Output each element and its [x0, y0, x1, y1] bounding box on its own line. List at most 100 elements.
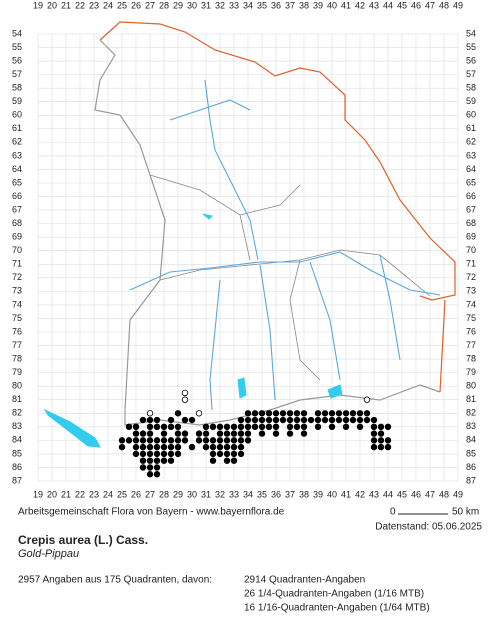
record-dot [300, 430, 308, 437]
row-label: 75 [466, 313, 476, 323]
record-dot [216, 437, 224, 444]
column-label: 29 [173, 0, 183, 10]
record-dot [160, 430, 168, 437]
record-dot [342, 416, 350, 424]
record-dot [146, 430, 154, 437]
row-label: 71 [12, 259, 22, 269]
row-label: 61 [12, 123, 22, 133]
row-label: 86 [466, 462, 476, 472]
column-label: 31 [201, 0, 211, 10]
column-label: 48 [439, 489, 449, 499]
row-label: 83 [12, 421, 22, 431]
row-label: 59 [12, 96, 22, 106]
record-dot [377, 430, 385, 437]
row-label: 66 [466, 191, 476, 201]
column-label: 33 [229, 0, 239, 10]
row-label: 73 [466, 286, 476, 296]
record-dot [335, 416, 343, 424]
record-dot [251, 410, 259, 417]
record-dot [328, 410, 336, 417]
record-dot [244, 410, 252, 417]
row-label: 76 [12, 326, 22, 336]
row-label: 85 [466, 448, 476, 458]
column-label: 34 [243, 489, 253, 499]
record-dot [363, 416, 371, 424]
row-label: 79 [466, 367, 476, 377]
record-dot [293, 416, 301, 424]
scale-start: 0 [390, 507, 396, 518]
column-label: 20 [47, 489, 57, 499]
record-dot [167, 457, 175, 464]
column-label: 44 [383, 489, 393, 499]
column-label: 35 [257, 489, 267, 499]
column-label: 35 [257, 0, 267, 10]
record-dot [202, 443, 210, 451]
record-dot [237, 450, 245, 458]
row-label: 63 [466, 150, 476, 160]
column-label: 42 [355, 0, 365, 10]
column-label: 40 [327, 489, 337, 499]
column-label: 21 [61, 489, 71, 499]
column-label: 24 [103, 0, 113, 10]
column-label: 22 [75, 0, 85, 10]
row-label: 69 [12, 232, 22, 242]
row-label: 70 [12, 245, 22, 255]
row-label: 74 [466, 299, 476, 309]
record-dot [370, 437, 378, 444]
column-label: 43 [369, 0, 379, 10]
row-label: 71 [466, 259, 476, 269]
lake-constance [43, 408, 101, 448]
row-label: 60 [12, 110, 22, 120]
open-dot [363, 396, 371, 403]
record-dot [153, 457, 161, 464]
river [129, 79, 441, 411]
record-dot [146, 450, 154, 458]
record-dot [209, 457, 217, 464]
row-label: 81 [466, 394, 476, 404]
record-dot [370, 423, 378, 431]
column-label: 32 [215, 489, 225, 499]
column-label: 38 [299, 0, 309, 10]
row-label: 68 [466, 218, 476, 228]
row-label: 66 [12, 191, 22, 201]
record-dot [181, 430, 189, 437]
credit: Arbeitsgemeinschaft Flora von Bayern - w… [18, 507, 285, 518]
column-label: 49 [453, 0, 463, 10]
record-dot [216, 443, 224, 451]
column-label: 41 [341, 489, 351, 499]
record-dot [174, 450, 182, 458]
column-label: 19 [33, 0, 43, 10]
record-dot [356, 416, 364, 424]
record-dot [230, 443, 238, 451]
record-dot [195, 437, 203, 444]
record-dot [139, 464, 147, 471]
record-dot [209, 450, 217, 458]
record-dot [307, 416, 315, 424]
record-dot [237, 437, 245, 444]
record-dot [153, 471, 161, 478]
column-label: 30 [187, 0, 197, 10]
record-dot [153, 423, 161, 431]
row-label: 68 [12, 218, 22, 228]
record-dot [279, 410, 287, 417]
row-label: 61 [466, 123, 476, 133]
record-dot [251, 416, 259, 424]
record-dot [153, 450, 161, 458]
row-label: 57 [466, 69, 476, 79]
row-label: 78 [466, 353, 476, 363]
column-label: 19 [33, 489, 43, 499]
record-dot [125, 423, 133, 431]
row-label: 72 [12, 272, 22, 282]
record-dot [377, 437, 385, 444]
record-dot [356, 423, 364, 431]
record-dot [265, 423, 273, 431]
column-label: 31 [201, 489, 211, 499]
record-dot [195, 430, 203, 437]
record-dot [132, 450, 140, 458]
open-dot [181, 396, 189, 403]
record-dot [153, 416, 161, 424]
row-label: 83 [466, 421, 476, 431]
record-dot [328, 416, 336, 424]
record-dot [370, 443, 378, 451]
